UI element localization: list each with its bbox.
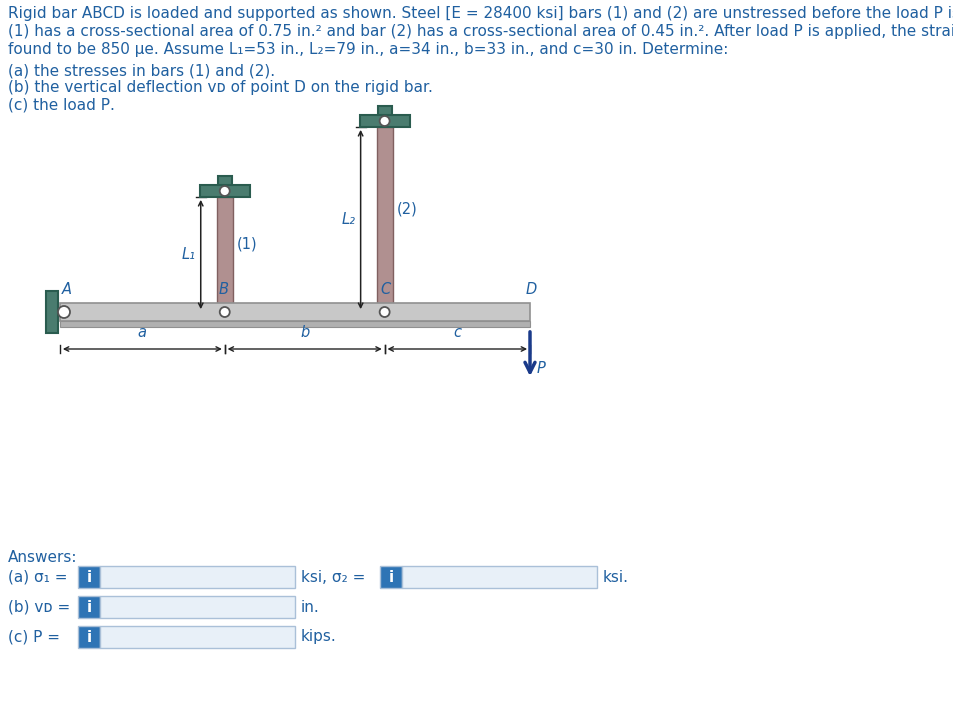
- Text: C: C: [380, 282, 391, 297]
- Text: (c) P =: (c) P =: [8, 629, 60, 644]
- Text: Answers:: Answers:: [8, 550, 77, 565]
- Bar: [100, 596, 294, 618]
- Text: found to be 850 μe. Assume ​L₁​=53 in., ​L₂​=79 in., ​a​=34 in., ​b​=33 in., and: found to be 850 μe. Assume ​L₁​=53 in., …: [8, 42, 727, 57]
- Bar: [379, 566, 401, 588]
- Text: B: B: [218, 282, 229, 297]
- Text: c: c: [453, 325, 461, 340]
- Bar: [216, 197, 233, 312]
- Bar: [78, 596, 100, 618]
- Text: Rigid bar ​ABCD​ is loaded and supported as shown. Steel [​E​ = 28400 ksi] bars : Rigid bar ​ABCD​ is loaded and supported…: [8, 6, 953, 21]
- Text: (2): (2): [396, 202, 417, 217]
- Text: D: D: [525, 282, 537, 297]
- Text: (a) the stresses in bars (1) and (2).: (a) the stresses in bars (1) and (2).: [8, 63, 274, 78]
- Text: (1) has a cross-sectional area of 0.75 in.² and bar (2) has a cross-sectional ar: (1) has a cross-sectional area of 0.75 i…: [8, 24, 953, 39]
- Text: (a) σ₁ =: (a) σ₁ =: [8, 570, 68, 585]
- Circle shape: [379, 307, 389, 317]
- Circle shape: [58, 306, 70, 318]
- Text: a: a: [138, 325, 147, 340]
- Bar: [78, 626, 100, 648]
- Text: (1): (1): [236, 237, 257, 252]
- Bar: [199, 185, 250, 197]
- Circle shape: [379, 116, 389, 126]
- Text: i: i: [87, 600, 91, 614]
- Bar: [60, 321, 530, 327]
- Text: in.: in.: [301, 600, 319, 614]
- Bar: [100, 566, 294, 588]
- Bar: [78, 566, 100, 588]
- Text: P: P: [537, 362, 545, 377]
- Text: i: i: [388, 570, 394, 585]
- Text: L₂: L₂: [341, 212, 355, 227]
- Bar: [217, 176, 232, 185]
- Bar: [359, 115, 409, 127]
- Text: kips.: kips.: [301, 629, 336, 644]
- Text: ksi.: ksi.: [602, 570, 628, 585]
- Bar: [401, 566, 597, 588]
- Text: L₁: L₁: [182, 247, 195, 262]
- Text: b: b: [300, 325, 309, 340]
- Bar: [376, 127, 393, 312]
- Text: i: i: [87, 629, 91, 644]
- Text: (b) the vertical deflection vᴅ of point D on the rigid bar.: (b) the vertical deflection vᴅ of point …: [8, 80, 433, 95]
- Text: A: A: [62, 282, 71, 297]
- Circle shape: [219, 186, 230, 196]
- Bar: [100, 626, 294, 648]
- Bar: [46, 291, 58, 333]
- Circle shape: [219, 307, 230, 317]
- Text: (c) the load ​P​.: (c) the load ​P​.: [8, 97, 114, 112]
- Text: i: i: [87, 570, 91, 585]
- Bar: [377, 106, 392, 115]
- Text: (b) vᴅ =: (b) vᴅ =: [8, 600, 71, 614]
- Bar: [60, 303, 530, 321]
- Text: ksi, σ₂ =: ksi, σ₂ =: [301, 570, 365, 585]
